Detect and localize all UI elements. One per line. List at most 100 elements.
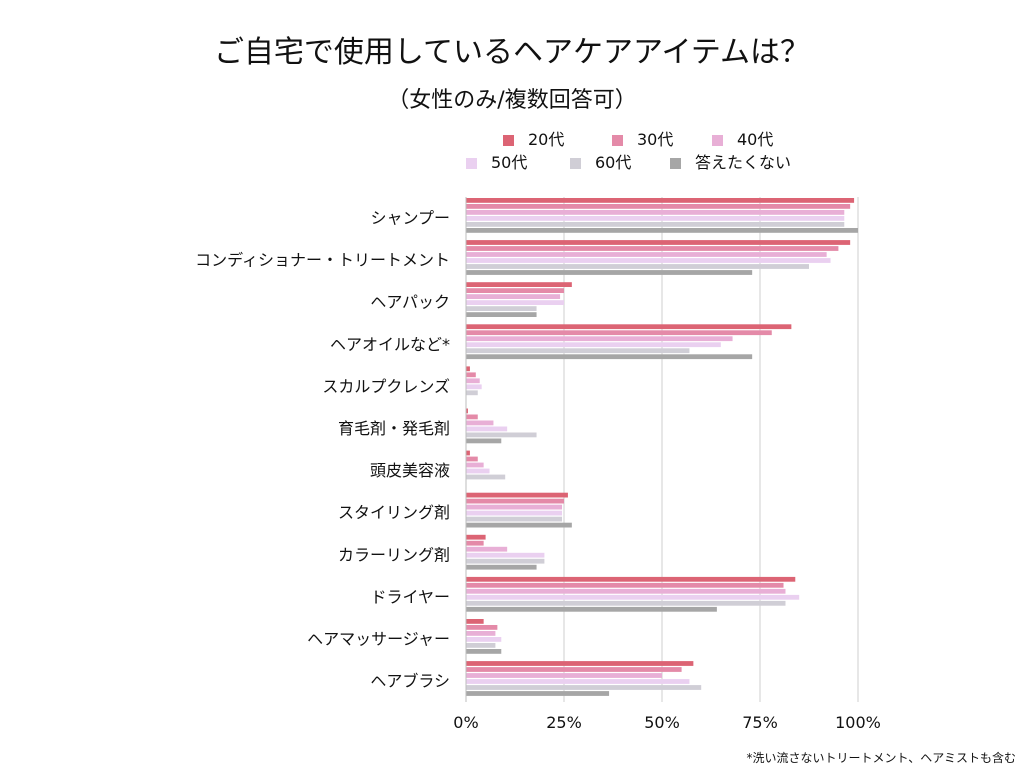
legend-swatch	[503, 134, 514, 146]
bar	[466, 540, 484, 546]
bar	[466, 372, 476, 378]
bar	[466, 408, 468, 414]
bar	[466, 264, 809, 269]
bar	[466, 474, 506, 480]
bar	[466, 432, 537, 438]
bar	[466, 462, 484, 468]
bar	[466, 228, 858, 233]
category-label: スカルプクレンズ	[322, 377, 450, 396]
bar	[466, 438, 502, 444]
legend-item-20s: 20代	[503, 130, 564, 150]
category-label: ヘアマッサージャー	[307, 630, 450, 649]
legend-label: 50代	[491, 153, 528, 172]
category-label: カラーリング剤	[338, 545, 450, 564]
legend-item-40s: 40代	[712, 130, 773, 150]
bar	[466, 198, 855, 203]
legend-swatch	[670, 157, 681, 169]
bar	[466, 606, 717, 612]
bar	[466, 600, 786, 606]
bar	[466, 216, 845, 221]
bar	[466, 420, 494, 426]
bar	[466, 558, 545, 564]
bar	[466, 649, 502, 654]
bar	[466, 294, 561, 299]
x-tick-label: 50%	[644, 713, 680, 732]
category-label: スタイリング剤	[338, 503, 450, 522]
bar	[466, 288, 564, 293]
footnote: *洗い流さないトリートメント、ヘアミストも含む	[746, 751, 1016, 765]
bar	[466, 576, 796, 582]
legend-item-no-answer: 答えたくない	[670, 153, 791, 173]
bar	[466, 282, 572, 287]
bar	[466, 582, 784, 588]
bar	[466, 312, 537, 317]
legend-label: 20代	[528, 130, 565, 149]
bar	[466, 330, 772, 336]
legend-swatch	[570, 157, 581, 169]
bar	[466, 210, 845, 215]
x-tick-label: 25%	[546, 713, 582, 732]
bar	[466, 631, 496, 636]
bar	[466, 456, 478, 462]
bar	[466, 378, 480, 384]
bar	[466, 450, 470, 456]
bar	[466, 246, 839, 251]
bar	[466, 619, 484, 624]
bar	[466, 348, 690, 354]
bar	[466, 342, 721, 348]
category-label: ヘアパック	[370, 293, 450, 312]
bar	[466, 240, 851, 245]
legend-label: 答えたくない	[695, 153, 792, 172]
category-label: ヘアブラシ	[370, 672, 450, 691]
chart-subtitle: （女性のみ/複数回答可）	[387, 88, 637, 113]
bar	[466, 222, 845, 227]
bar	[466, 336, 733, 342]
category-label: ヘアオイルなど*	[330, 335, 450, 354]
legend-swatch	[712, 134, 723, 146]
x-tick-label: 0%	[453, 713, 478, 732]
bar	[466, 522, 572, 528]
legend-item-60s: 60代	[570, 153, 631, 173]
bar	[466, 306, 537, 311]
bar	[466, 625, 498, 630]
bar	[466, 366, 470, 372]
bar	[466, 414, 478, 420]
bar	[466, 510, 563, 516]
bar	[466, 564, 537, 570]
bar	[466, 300, 564, 305]
legend-label: 40代	[737, 130, 774, 149]
bar	[466, 516, 563, 522]
x-tick-label: 100%	[835, 713, 881, 732]
legend-item-30s: 30代	[612, 130, 673, 150]
bar	[466, 588, 786, 594]
bar	[466, 534, 486, 540]
legend-swatch	[466, 157, 477, 169]
legend-swatch	[612, 134, 623, 146]
bar	[466, 426, 508, 432]
bar	[466, 594, 800, 600]
bar	[466, 468, 490, 474]
bar	[466, 324, 792, 330]
bar	[466, 691, 610, 696]
category-label: 育毛剤・発毛剤	[338, 419, 450, 438]
bar	[466, 498, 564, 504]
category-label: シャンプー	[370, 209, 450, 228]
bar	[466, 643, 496, 648]
bar	[466, 384, 482, 390]
legend-item-50s: 50代	[466, 153, 527, 173]
bar	[466, 252, 827, 257]
bar	[466, 552, 545, 558]
bar	[466, 637, 502, 642]
bar	[466, 679, 690, 684]
bar	[466, 258, 831, 263]
bar	[466, 270, 753, 275]
bar	[466, 492, 568, 498]
x-tick-label: 75%	[742, 713, 778, 732]
bar	[466, 546, 508, 552]
bar	[466, 667, 682, 672]
bar	[466, 354, 753, 360]
category-label: ドライヤー	[370, 587, 450, 606]
bar	[466, 204, 851, 209]
bar	[466, 661, 694, 666]
